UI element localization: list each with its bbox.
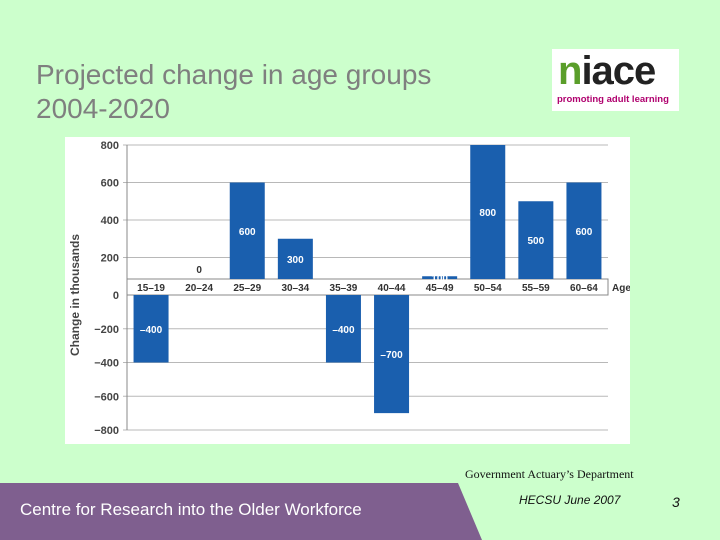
title-line-1: Projected change in age groups [36,59,432,90]
x-tick-label: 40–44 [378,283,406,294]
x-tick-label: 60–64 [570,283,598,294]
x-tick-label: 50–54 [474,283,502,294]
bar [566,182,602,279]
x-tick-label: 30–34 [281,283,309,294]
logo-tagline: promoting adult learning [557,94,669,105]
bar [277,238,313,279]
title-line-2: 2004-2020 [36,93,170,124]
bar [518,201,554,279]
niace-logo: niace promoting adult learning [552,49,679,111]
x-tick-label: 20–24 [185,283,213,294]
data-label: 600 [239,227,256,238]
y-tick-label: −600 [94,391,119,403]
y-tick-label: 0 [113,290,119,302]
bar [422,276,458,279]
y-tick-label: 200 [101,253,119,265]
data-label: 600 [576,227,593,238]
x-tick-label: 55–59 [522,283,550,294]
data-label: 300 [287,255,304,266]
x-tick-label: 15–19 [137,283,165,294]
page-number: 3 [672,494,680,510]
footer-bar [0,483,482,540]
x-axis-title: Age [612,283,630,294]
y-tick-label: −400 [94,358,119,370]
date-note: HECSU June 2007 [519,493,621,507]
x-tick-label: 45–49 [426,283,454,294]
data-label: 500 [528,236,545,247]
logo-wordmark: niace [558,49,656,93]
age-change-chart: 800 600 400 200 0 −200 −400 −600 −800 Change in t… [68,140,630,437]
y-tick-label: 800 [101,140,119,152]
footer-text: Centre for Research into the Older Workf… [20,500,362,519]
data-label: 800 [479,208,496,219]
data-label: –400 [140,325,163,336]
y-tick-label: −800 [94,425,119,437]
x-tick-label: 35–39 [330,283,358,294]
data-label: 0 [196,265,202,276]
y-tick-label: 600 [101,178,119,190]
slide-title: Projected change in age groups 2004-2020 [36,58,506,126]
category-band [126,278,609,296]
bar [229,182,265,279]
y-axis-title: Change in thousands [68,234,82,356]
chart-panel: 800 600 400 200 0 −200 −400 −600 −800 Change in t… [65,137,630,444]
bar [133,295,169,363]
bar [374,295,410,414]
bar [470,145,506,279]
data-label: –700 [380,350,403,361]
data-label: –400 [332,325,355,336]
data-label: 100 [431,274,448,285]
x-tick-label: 25–29 [233,283,261,294]
y-tick-label: −200 [94,324,119,336]
y-tick-label: 400 [101,215,119,227]
bar [325,295,361,363]
source-note: Government Actuary’s Department [465,467,634,481]
